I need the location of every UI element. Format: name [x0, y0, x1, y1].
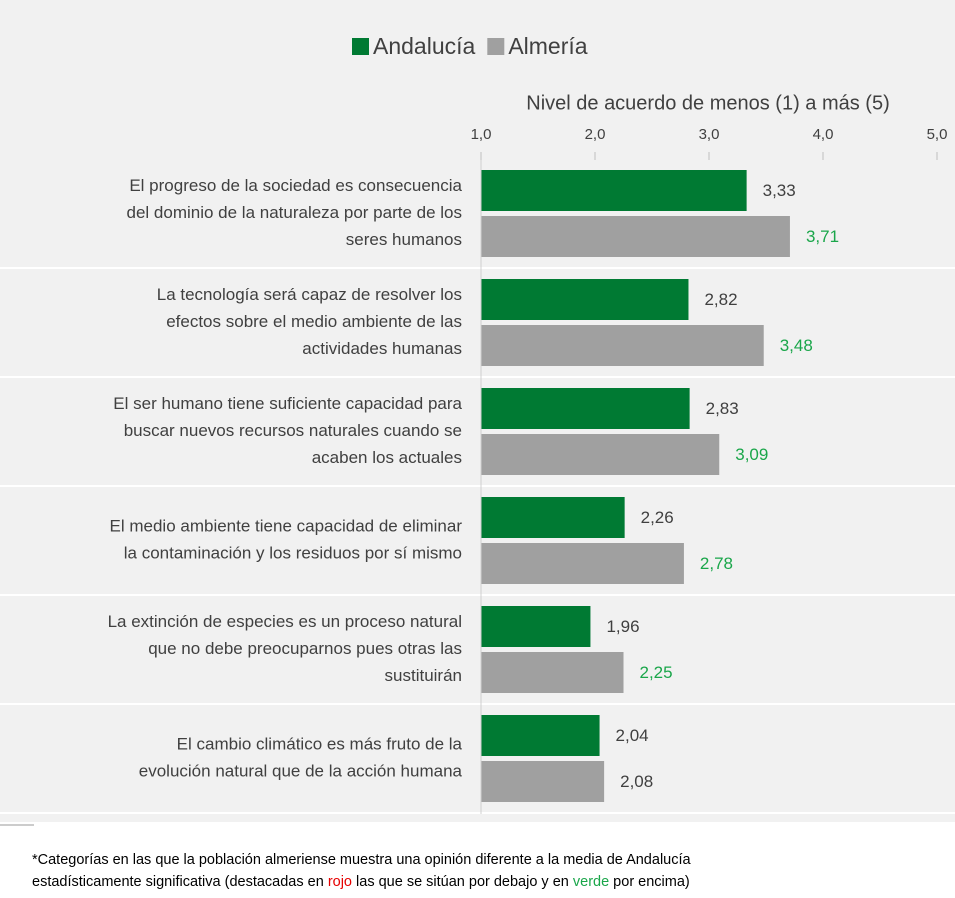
footnote-part: *Categorías en las que la población alme… [32, 852, 692, 868]
category-label: El medio ambiente tiene capacidad de eli… [110, 516, 463, 535]
x-tick-label: 2,0 [585, 126, 606, 143]
value-label: 2,08 [620, 772, 653, 791]
footnote-part: estadísticamente significativa (destacad… [32, 874, 328, 890]
category-label: seres humanos [346, 230, 462, 249]
x-tick-label: 3,0 [699, 126, 720, 143]
category-label: acaben los actuales [312, 448, 462, 467]
category-label: del dominio de la naturaleza por parte d… [127, 203, 463, 222]
category-label: actividades humanas [302, 339, 462, 358]
value-label: 1,96 [606, 617, 639, 636]
value-label: 3,33 [763, 181, 796, 200]
category-label: El cambio climático es más fruto de la [177, 734, 463, 753]
category-label: efectos sobre el medio ambiente de las [166, 312, 462, 331]
value-label: 2,04 [616, 726, 649, 745]
legend-swatch [487, 38, 505, 55]
category-label: La tecnología será capaz de resolver los [157, 285, 462, 304]
x-tick-label: 4,0 [813, 126, 834, 143]
category-label: El ser humano tiene suficiente capacidad… [113, 394, 462, 413]
bar [481, 715, 600, 756]
footnote-part: las que se sitúan por debajo y en [352, 874, 573, 890]
category-label: El progreso de la sociedad es consecuenc… [129, 176, 462, 195]
category-label: sustituirán [385, 666, 462, 685]
footnote: *Categorías en las que la población alme… [32, 852, 692, 868]
chart-background [0, 0, 955, 822]
footnote-part: rojo [328, 874, 352, 890]
x-axis-title: Nivel de acuerdo de menos (1) a más (5) [526, 92, 890, 114]
legend-label: Almería [508, 33, 587, 59]
value-label: 2,82 [704, 290, 737, 309]
category-label: buscar nuevos recursos naturales cuando … [124, 421, 462, 440]
value-label: 2,25 [640, 663, 673, 682]
bar [481, 606, 591, 647]
category-label: evolución natural que de la acción human… [139, 761, 463, 780]
x-tick-label: 1,0 [471, 126, 492, 143]
legend-swatch [352, 38, 369, 55]
category-label: la contaminación y los residuos por sí m… [124, 543, 462, 562]
bar [481, 325, 764, 366]
bar [481, 543, 684, 584]
value-label: 2,83 [706, 399, 739, 418]
bar [481, 216, 790, 257]
value-label: 2,26 [641, 508, 674, 527]
footnote-part: por encima) [609, 874, 690, 890]
value-label: 3,71 [806, 227, 839, 246]
bar [481, 497, 625, 538]
bar [481, 652, 624, 693]
legend-label: Andalucía [373, 33, 476, 59]
value-label: 3,09 [735, 445, 768, 464]
category-label: La extinción de especies es un proceso n… [108, 612, 462, 631]
bar [481, 388, 690, 429]
bar [481, 279, 689, 320]
value-label: 3,48 [780, 336, 813, 355]
footnote: estadísticamente significativa (destacad… [32, 874, 690, 890]
x-tick-label: 5,0 [927, 126, 948, 143]
bar [481, 434, 720, 475]
bar [481, 761, 605, 802]
bar [481, 170, 747, 211]
footnote-part: verde [573, 874, 609, 890]
value-label: 2,78 [700, 554, 733, 573]
category-label: que no debe preocuparnos pues otras las [148, 639, 462, 658]
